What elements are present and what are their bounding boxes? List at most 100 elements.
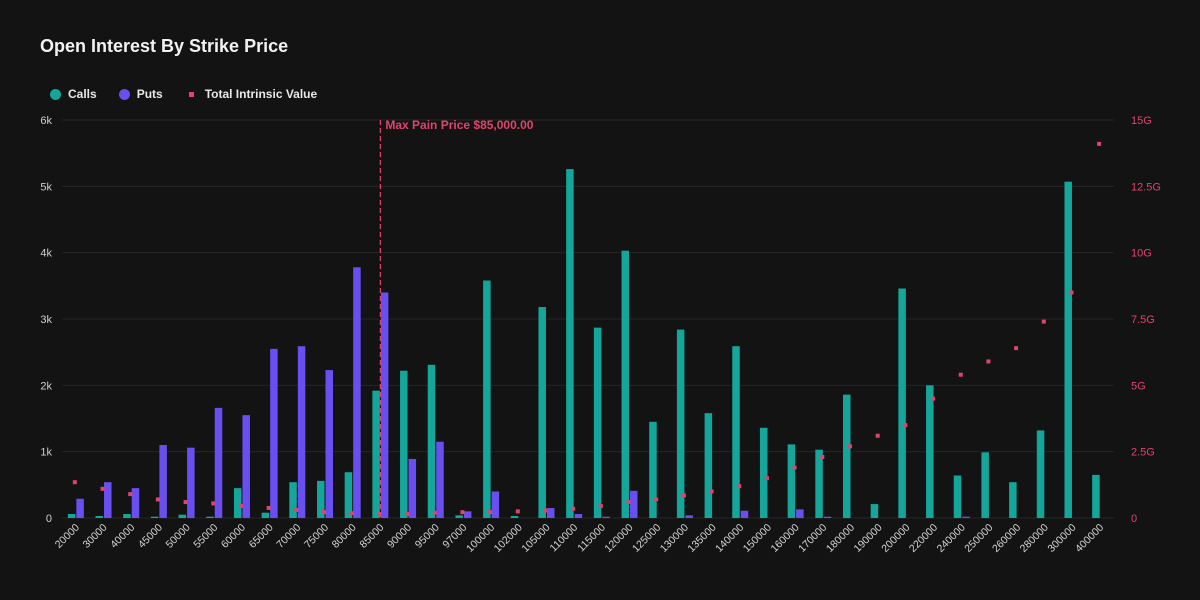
- x-tick-label: 120000: [602, 522, 635, 555]
- intrinsic-value-point: [183, 500, 188, 505]
- calls-bar: [150, 516, 159, 518]
- y-right-tick-label: 5G: [1131, 380, 1146, 392]
- calls-bar: [178, 514, 187, 518]
- intrinsic-value-point: [820, 454, 825, 459]
- calls-bar: [953, 475, 962, 518]
- x-tick-label: 65000: [247, 522, 276, 551]
- intrinsic-value-point: [1069, 290, 1074, 295]
- calls-bar: [427, 364, 436, 518]
- intrinsic-value-point: [322, 510, 326, 515]
- x-tick-label: 70000: [274, 522, 303, 551]
- puts-bar: [740, 510, 749, 518]
- calls-bar: [233, 488, 242, 518]
- intrinsic-value-point: [1014, 346, 1019, 351]
- y-right-tick-label: 0: [1131, 513, 1137, 525]
- calls-bar: [926, 385, 934, 518]
- puts-bar: [214, 407, 223, 518]
- calls-bar: [815, 449, 823, 518]
- intrinsic-value-point: [764, 476, 769, 481]
- puts-bar: [491, 491, 500, 518]
- intrinsic-value-point: [681, 493, 686, 498]
- x-tick-label: 190000: [852, 522, 885, 555]
- intrinsic-value-point: [238, 504, 243, 509]
- calls-bar: [261, 512, 270, 518]
- calls-bar: [898, 288, 906, 518]
- puts-bar: [630, 490, 638, 518]
- x-tick-label: 200000: [879, 522, 912, 555]
- intrinsic-value-point: [266, 505, 271, 510]
- x-tick-label: 300000: [1045, 522, 1078, 555]
- chart-title: Open Interest By Strike Price: [40, 36, 289, 56]
- legend-item-calls[interactable]: Calls: [50, 87, 97, 101]
- puts-bar: [325, 370, 333, 518]
- calls-bar: [67, 514, 76, 518]
- x-tick-label: 85000: [357, 522, 386, 551]
- calls-bar: [787, 444, 796, 518]
- intrinsic-swatch-icon: [188, 91, 194, 97]
- puts-bar: [380, 292, 389, 518]
- calls-bar: [1009, 482, 1017, 518]
- intrinsic-value-point: [349, 511, 354, 516]
- calls-bar: [676, 329, 685, 518]
- x-tick-label: 55000: [191, 522, 220, 551]
- puts-bar: [796, 509, 804, 518]
- puts-bar: [242, 415, 250, 518]
- x-tick-label: 240000: [935, 522, 968, 555]
- y-left-tick-label: 0: [46, 513, 52, 525]
- intrinsic-value-point: [405, 512, 410, 517]
- intrinsic-value-point: [543, 508, 548, 513]
- y-left-tick-label: 5k: [40, 181, 52, 193]
- x-tick-label: 150000: [741, 522, 774, 555]
- puts-bar: [574, 514, 583, 518]
- intrinsic-value-point: [1097, 141, 1102, 146]
- intrinsic-value-point: [792, 465, 797, 470]
- calls-bar: [483, 280, 491, 518]
- x-tick-label: 140000: [713, 522, 746, 555]
- intrinsic-value-point: [903, 423, 908, 428]
- legend-item-intrinsic[interactable]: Total Intrinsic Value: [185, 87, 317, 101]
- x-tick-label: 45000: [136, 522, 165, 551]
- calls-bar: [732, 346, 740, 518]
- intrinsic-value-point: [460, 510, 465, 515]
- puts-bar: [546, 508, 555, 518]
- calls-bar: [123, 514, 131, 518]
- legend-item-puts[interactable]: Puts: [118, 87, 163, 101]
- y-right-tick-label: 2.5G: [1131, 447, 1155, 459]
- x-tick-label: 60000: [219, 522, 248, 551]
- calls-bar: [621, 250, 630, 518]
- intrinsic-value-point: [571, 506, 576, 511]
- puts-bar: [76, 498, 84, 518]
- intrinsic-value-point: [598, 504, 603, 509]
- intrinsic-value-point: [931, 396, 936, 401]
- x-tick-label: 95000: [413, 522, 442, 551]
- intrinsic-value-point: [515, 509, 520, 514]
- intrinsic-value-point: [100, 486, 105, 491]
- intrinsic-value-point: [155, 497, 160, 502]
- calls-bar: [1092, 474, 1100, 518]
- x-tick-label: 160000: [768, 522, 801, 555]
- y-left-tick-label: 6k: [40, 115, 52, 127]
- x-tick-label: 80000: [330, 522, 359, 551]
- y-left-tick-label: 4k: [40, 248, 52, 260]
- calls-bar: [510, 516, 519, 518]
- intrinsic-value-point: [709, 489, 714, 494]
- calls-bar: [870, 504, 879, 518]
- intrinsic-value-point: [986, 359, 991, 364]
- puts-bar: [297, 346, 306, 518]
- puts-bar: [159, 445, 167, 518]
- x-tick-label: 50000: [164, 522, 193, 551]
- puts-bar: [962, 516, 970, 518]
- calls-bar: [344, 472, 353, 518]
- intrinsic-value-point: [848, 444, 852, 449]
- x-tick-label: 135000: [685, 522, 718, 555]
- calls-bar: [95, 516, 104, 518]
- puts-bar: [408, 458, 417, 518]
- calls-bar: [206, 516, 214, 518]
- calls-bar: [704, 413, 713, 518]
- x-tick-label: 115000: [575, 522, 608, 555]
- intrinsic-value-point: [72, 480, 77, 485]
- x-tick-label: 90000: [385, 522, 414, 551]
- x-tick-label: 125000: [630, 522, 663, 555]
- puts-bar: [463, 511, 472, 518]
- calls-bar: [759, 427, 768, 518]
